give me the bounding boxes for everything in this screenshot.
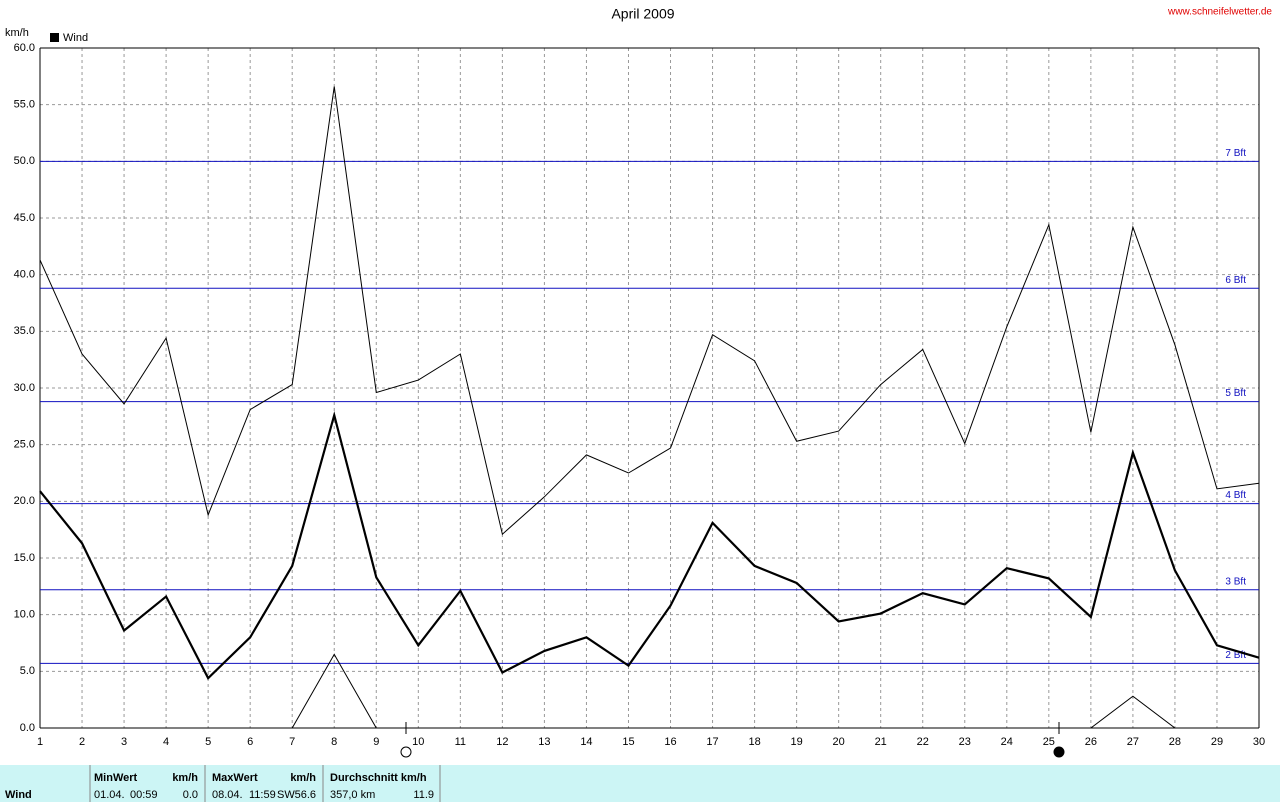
x-tick-label: 30 bbox=[1253, 736, 1265, 748]
x-tick-label: 22 bbox=[917, 736, 929, 748]
y-tick-label: 50.0 bbox=[14, 155, 35, 167]
beaufort-label: 4 Bft bbox=[1225, 490, 1246, 501]
table-time: 00:59 bbox=[130, 789, 158, 801]
y-tick-label: 10.0 bbox=[14, 609, 35, 621]
x-tick-label: 3 bbox=[121, 736, 127, 748]
x-tick-label: 26 bbox=[1085, 736, 1097, 748]
y-tick-label: 5.0 bbox=[20, 665, 35, 677]
x-tick-label: 6 bbox=[247, 736, 253, 748]
table-date: 01.04. bbox=[94, 789, 125, 801]
y-tick-label: 45.0 bbox=[14, 212, 35, 224]
y-tick-label: 20.0 bbox=[14, 495, 35, 507]
x-tick-label: 10 bbox=[412, 736, 424, 748]
x-tick-label: 14 bbox=[580, 736, 592, 748]
y-axis-label: km/h bbox=[5, 27, 29, 39]
table-value: 56.6 bbox=[295, 789, 316, 801]
y-tick-label: 25.0 bbox=[14, 439, 35, 451]
x-tick-label: 4 bbox=[163, 736, 169, 748]
x-tick-label: 11 bbox=[455, 736, 466, 748]
x-tick-label: 25 bbox=[1043, 736, 1055, 748]
y-tick-label: 35.0 bbox=[14, 325, 35, 337]
table-row-label: Wind bbox=[5, 789, 32, 801]
table-total: 357,0 km bbox=[330, 789, 375, 801]
legend-swatch bbox=[50, 33, 59, 42]
table-unit: km/h bbox=[290, 772, 316, 784]
x-tick-label: 2 bbox=[79, 736, 85, 748]
x-tick-label: 29 bbox=[1211, 736, 1223, 748]
beaufort-label: 3 Bft bbox=[1225, 576, 1246, 587]
y-tick-label: 40.0 bbox=[14, 269, 35, 281]
full-moon-icon bbox=[400, 746, 412, 758]
table-header: MinWert bbox=[94, 772, 138, 784]
wind-line bbox=[39, 86, 1260, 536]
table-header: MaxWert bbox=[212, 772, 258, 784]
x-tick-label: 7 bbox=[289, 736, 295, 748]
table-value: 11.9 bbox=[413, 789, 434, 801]
x-tick-label: 17 bbox=[706, 736, 718, 748]
x-tick-label: 21 bbox=[875, 736, 887, 748]
x-tick-label: 28 bbox=[1169, 736, 1181, 748]
x-tick-label: 24 bbox=[1001, 736, 1013, 748]
x-tick-label: 18 bbox=[748, 736, 760, 748]
chart-title: April 2009 bbox=[611, 6, 674, 22]
wind-line bbox=[40, 653, 1259, 729]
x-tick-label: 15 bbox=[622, 736, 634, 748]
beaufort-label: 2 Bft bbox=[1225, 650, 1246, 661]
table-header: Durchschnitt km/h bbox=[330, 772, 427, 784]
x-tick-label: 1 bbox=[37, 736, 43, 748]
y-tick-label: 30.0 bbox=[14, 382, 35, 394]
x-tick-label: 27 bbox=[1127, 736, 1139, 748]
table-direction: SW bbox=[277, 789, 295, 801]
table-time: 11:59 bbox=[249, 789, 276, 801]
x-tick-label: 13 bbox=[538, 736, 550, 748]
y-tick-label: 60.0 bbox=[14, 42, 35, 54]
table-value: 0.0 bbox=[183, 789, 198, 801]
x-tick-label: 19 bbox=[790, 736, 802, 748]
x-tick-label: 5 bbox=[205, 736, 211, 748]
x-tick-label: 16 bbox=[664, 736, 676, 748]
x-tick-label: 20 bbox=[833, 736, 845, 748]
wind-line bbox=[39, 410, 1260, 680]
beaufort-label: 6 Bft bbox=[1225, 275, 1246, 286]
table-unit: km/h bbox=[172, 772, 198, 784]
y-tick-label: 0.0 bbox=[20, 722, 35, 734]
beaufort-label: 7 Bft bbox=[1225, 148, 1246, 159]
y-tick-label: 15.0 bbox=[14, 552, 35, 564]
table-date: 08.04. bbox=[212, 789, 243, 801]
beaufort-label: 5 Bft bbox=[1225, 388, 1246, 399]
x-tick-label: 23 bbox=[959, 736, 971, 748]
y-tick-label: 55.0 bbox=[14, 99, 35, 111]
legend-label: Wind bbox=[63, 32, 88, 44]
x-tick-label: 9 bbox=[373, 736, 379, 748]
x-tick-label: 8 bbox=[331, 736, 337, 748]
x-tick-label: 12 bbox=[496, 736, 508, 748]
new-moon-icon bbox=[1053, 746, 1065, 758]
source: www.schneifelwetter.de bbox=[1167, 7, 1272, 18]
summary-table bbox=[0, 765, 1280, 802]
